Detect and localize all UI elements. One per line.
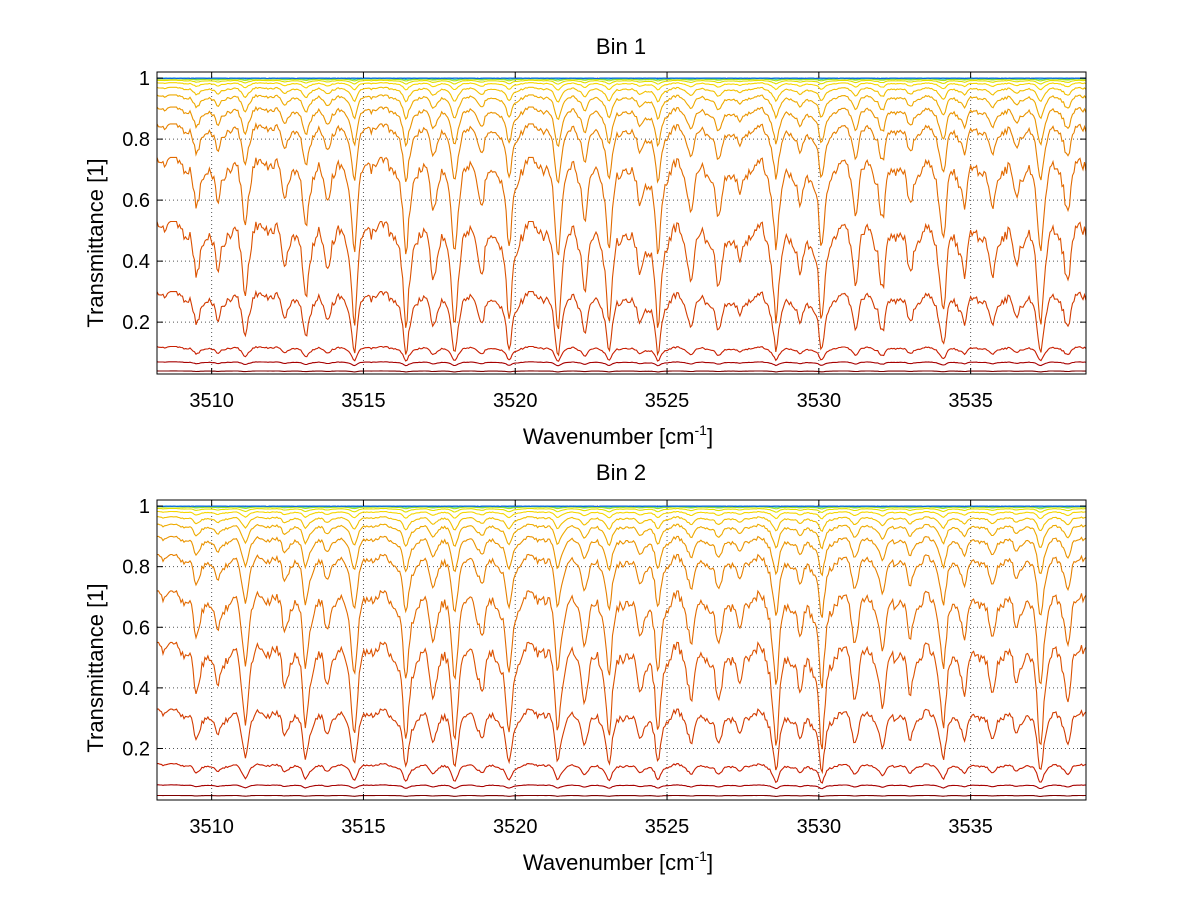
spectrum-series-3 [157,763,1087,784]
y-tick-label: 0.6 [122,617,150,639]
spectrum-series-4 [157,708,1087,775]
spectrum-series-12 [157,507,1086,513]
axis-ticks: 3510 3515 3520 3525 3530 3535 0.2 0.4 0.6 0.8 1 [122,68,1086,412]
x-tick-label: 3535 [948,816,993,838]
x-tick-label: 3510 [189,816,234,838]
plot-title: Bin 2 [596,460,646,485]
x-axis-label: Wavenumber [cm-1] [523,422,713,449]
spectrum-series-5 [156,220,1087,330]
y-tick-label: 0.2 [122,312,150,334]
subplot-bin-2: Bin 2 3510 3515 3520 3525 3530 3535 0.2 0.4 0.6 0… [83,460,1087,875]
spectrum-series-10 [157,516,1087,532]
y-tick-label: 1 [139,496,150,518]
spectrum-series-7 [157,553,1087,618]
axis-ticks: 3510 3515 3520 3525 3530 3535 0.2 0.4 0.6 0.8 1 [122,496,1086,838]
plot-title: Bin 1 [596,34,646,59]
grid [157,500,1086,800]
spectrum-series-8 [157,535,1087,577]
spectrum-series-2 [156,361,1087,367]
x-tick-label: 3525 [645,390,690,412]
axes-frame [156,499,1087,801]
y-tick-label: 0.2 [122,738,150,760]
spectrum-series-4 [156,289,1087,357]
x-tick-label: 3510 [189,390,234,412]
spectrum-series-6 [157,589,1087,689]
x-tick-label: 3520 [493,816,538,838]
y-tick-label: 0.4 [122,678,150,700]
x-tick-label: 3525 [645,816,690,838]
spectrum-series-13 [156,78,1087,82]
x-tick-label: 3530 [797,816,842,838]
spectrum-series-10 [156,86,1087,103]
spectrum-series-1 [157,794,1086,797]
spectrum-series-7 [156,122,1087,184]
x-tick-label: 3530 [797,390,842,412]
spectrum-series-11 [156,82,1087,91]
spectrum-series-6 [156,156,1087,256]
axes-frame [156,71,1087,375]
spectrum-series-11 [157,510,1087,520]
x-tick-label: 3520 [493,390,538,412]
spectrum-series-16 [156,77,1087,80]
spectrum-series-3 [156,345,1087,362]
series-group [156,505,1087,797]
subplot-bin-1: Bin 1 3510 3515 3520 3525 3530 3535 0.2 0.4 0.6 0… [83,34,1087,449]
spectrum-series-1 [156,370,1087,373]
spectrum-series-9 [156,93,1087,121]
y-axis-label: Transmittance [1] [83,158,108,327]
y-tick-label: 1 [139,68,150,90]
y-tick-label: 0.8 [122,557,150,579]
y-tick-label: 0.6 [122,190,150,212]
spectrum-series-9 [157,523,1087,550]
spectrum-series-2 [157,784,1087,790]
series-group [156,77,1087,373]
spectrum-series-5 [157,641,1087,750]
spectrum-series-12 [156,79,1087,85]
spectrum-series-13 [157,506,1086,510]
y-tick-label: 0.8 [122,129,150,151]
x-tick-label: 3535 [948,390,993,412]
x-tick-label: 3515 [341,390,386,412]
spectrum-series-8 [156,105,1087,148]
y-axis-label: Transmittance [1] [83,583,108,752]
x-tick-label: 3515 [341,816,386,838]
x-axis-label: Wavenumber [cm-1] [523,848,713,875]
y-tick-label: 0.4 [122,251,150,273]
grid [157,72,1086,374]
